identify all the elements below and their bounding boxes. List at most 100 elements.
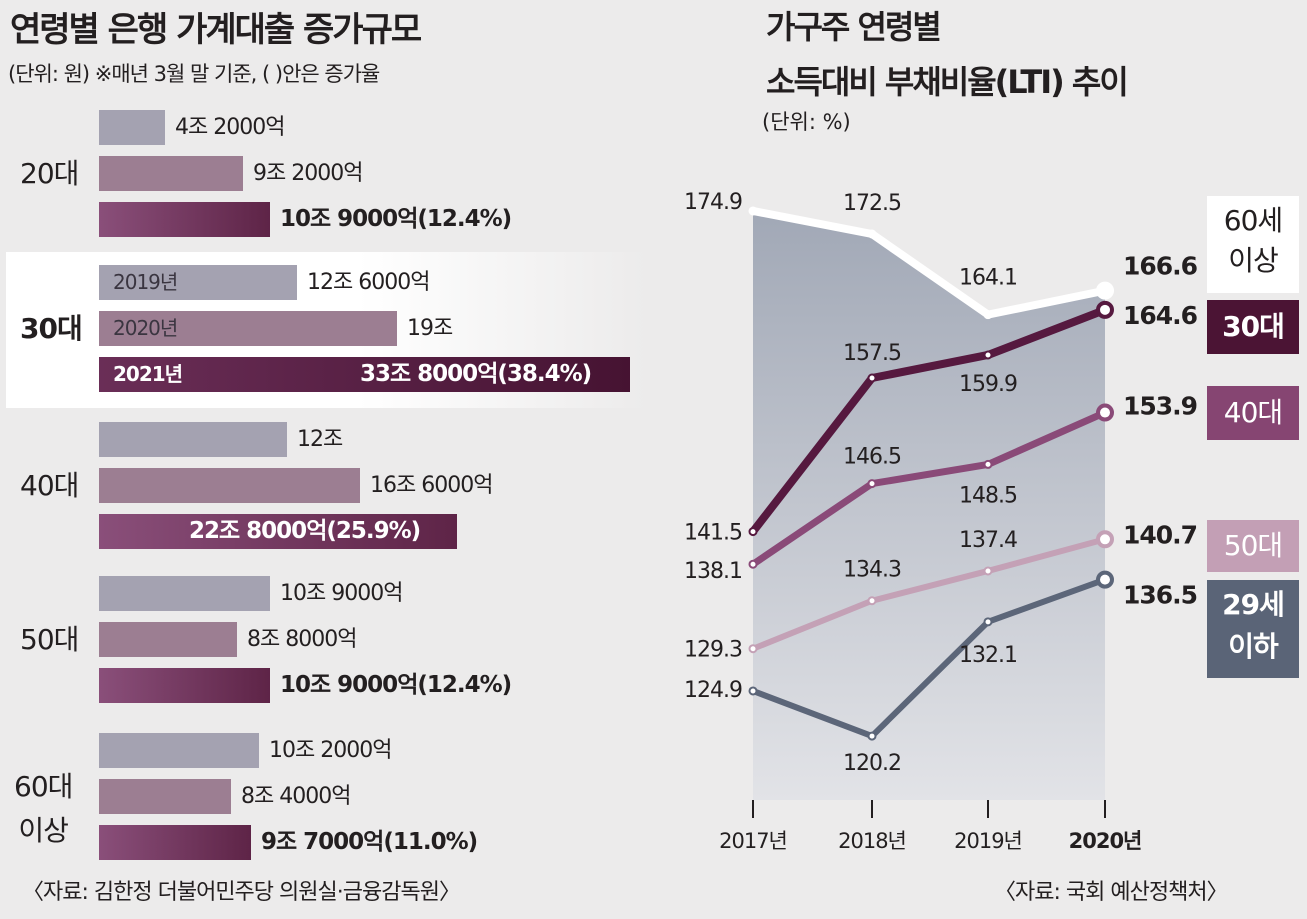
left-chart-unit-note: (단위: 원) ※매년 3월 말 기준, ( )안은 증가율 [8,62,380,86]
legend-50s-label: 50대 [1223,529,1283,562]
data-point [983,310,993,320]
data-point [1096,403,1114,422]
value-label: 172.5 [843,191,901,216]
data-point [867,731,877,741]
value-label: 129.3 [684,638,742,663]
bar-2019년 [99,110,165,145]
x-tick-label: 2020년 [1069,829,1142,853]
left-chart-title: 연령별 은행 가계대출 증가규모 [10,10,422,50]
right-source-note: 〈자료: 국회 예산정책처〉 [994,880,1229,905]
data-point [748,686,758,696]
legend-30s: 30대 [1207,300,1299,354]
right-chart-title-line1: 가구주 연령별 [766,8,942,46]
legend-40s-label: 40대 [1223,396,1283,429]
data-point [748,644,758,654]
data-point [867,229,877,239]
value-label: 120.2 [843,751,901,776]
value-label: 132.1 [959,643,1017,668]
value-label: 166.6 [1123,252,1198,281]
value-label: 134.3 [843,558,901,583]
year-label: 2019년 [113,270,178,294]
bar-value-label: 22조 8000억(25.9%) [189,518,421,544]
bar-value-label: 16조 6000억 [370,473,493,498]
age-label: 50대 [20,623,79,656]
bar-2021년 [99,668,270,703]
legend-60plus-line1: 60세 [1223,204,1283,237]
data-point [748,206,758,216]
bar-2019년 [99,576,270,611]
bar-2021년 [99,825,251,860]
data-point [748,527,758,537]
bar-value-label: 8조 4000억 [241,784,351,809]
legend-29under-line2: 이하 [1228,630,1279,663]
value-label: 140.7 [1123,520,1197,549]
value-label: 146.5 [843,445,901,470]
bar-2021년 [99,202,270,237]
value-label: 159.9 [959,372,1017,397]
bar-2020년 [99,156,243,191]
data-point [983,566,993,576]
value-label: 141.5 [684,521,742,546]
value-label: 124.9 [684,678,742,703]
bar-value-label: 8조 8000억 [247,627,357,652]
bar-value-label: 9조 2000억 [253,161,363,186]
data-point [983,350,993,360]
bar-2019년 [99,422,287,457]
value-label: 137.4 [959,528,1017,553]
age-label-line2: 이상 [18,814,69,847]
data-point [983,617,993,627]
legend-29under: 29세 이하 [1207,580,1299,678]
data-point [1096,281,1114,300]
age-label-line1: 60대 [14,770,73,803]
legend-30s-label: 30대 [1222,310,1285,343]
left-source-note: 〈자료: 김한정 더불어민주당 의원실·금융감독원〉 [22,880,461,905]
data-point [1096,530,1114,549]
value-label: 164.6 [1123,301,1198,330]
chart-area-fill [753,210,1105,800]
x-tick-label: 2019년 [954,829,1022,853]
data-point [983,459,993,469]
year-label: 2020년 [113,316,178,340]
bar-value-label: 12조 6000억 [307,270,430,295]
bar-value-label: 33조 8000억(38.4%) [360,361,592,387]
bar-2021년 [99,514,457,549]
x-tick-label: 2017년 [719,829,787,853]
data-point [1096,570,1114,589]
bar-value-label: 10조 2000억 [269,738,392,763]
bar-2020년 [99,622,237,657]
legend-60plus-line2: 이상 [1228,244,1279,277]
data-point [867,596,877,606]
data-point [867,373,877,383]
series-line-4 [751,576,1107,740]
data-point [748,559,758,569]
value-label: 153.9 [1123,392,1197,421]
bar-value-label: 19조 [407,316,453,341]
age-label: 20대 [20,157,79,190]
bar-2019년 [99,733,259,768]
series-line-3 [751,536,1106,652]
bar-value-label: 9조 7000억(11.0%) [261,829,478,855]
right-chart-title-line2: 소득대비 부채비율(LTI) 추이 [766,63,1129,101]
series-line-1 [749,306,1107,535]
bar-value-label: 4조 2000억 [175,115,285,140]
bar-2019년 [99,265,297,300]
value-label: 164.1 [959,266,1017,291]
value-label: 148.5 [959,483,1017,508]
data-point [867,479,877,489]
bar-value-label: 12조 [297,427,343,452]
year-label: 2021년 [113,362,183,386]
legend-29under-line1: 29세 [1222,588,1285,621]
x-tick-label: 2018년 [838,829,906,853]
value-label: 174.9 [684,190,742,215]
right-chart-unit-note: (단위: %) [762,110,851,134]
bar-2020년 [99,468,360,503]
bar-value-label: 10조 9000억(12.4%) [280,206,512,232]
legend-40s: 40대 [1207,386,1299,440]
value-label: 157.5 [843,341,901,366]
bar-value-label: 10조 9000억(12.4%) [280,672,512,698]
legend-60plus: 60세 이상 [1207,196,1299,293]
data-point [1096,300,1114,319]
age-label: 40대 [20,469,79,502]
series-line-0 [752,207,1106,319]
